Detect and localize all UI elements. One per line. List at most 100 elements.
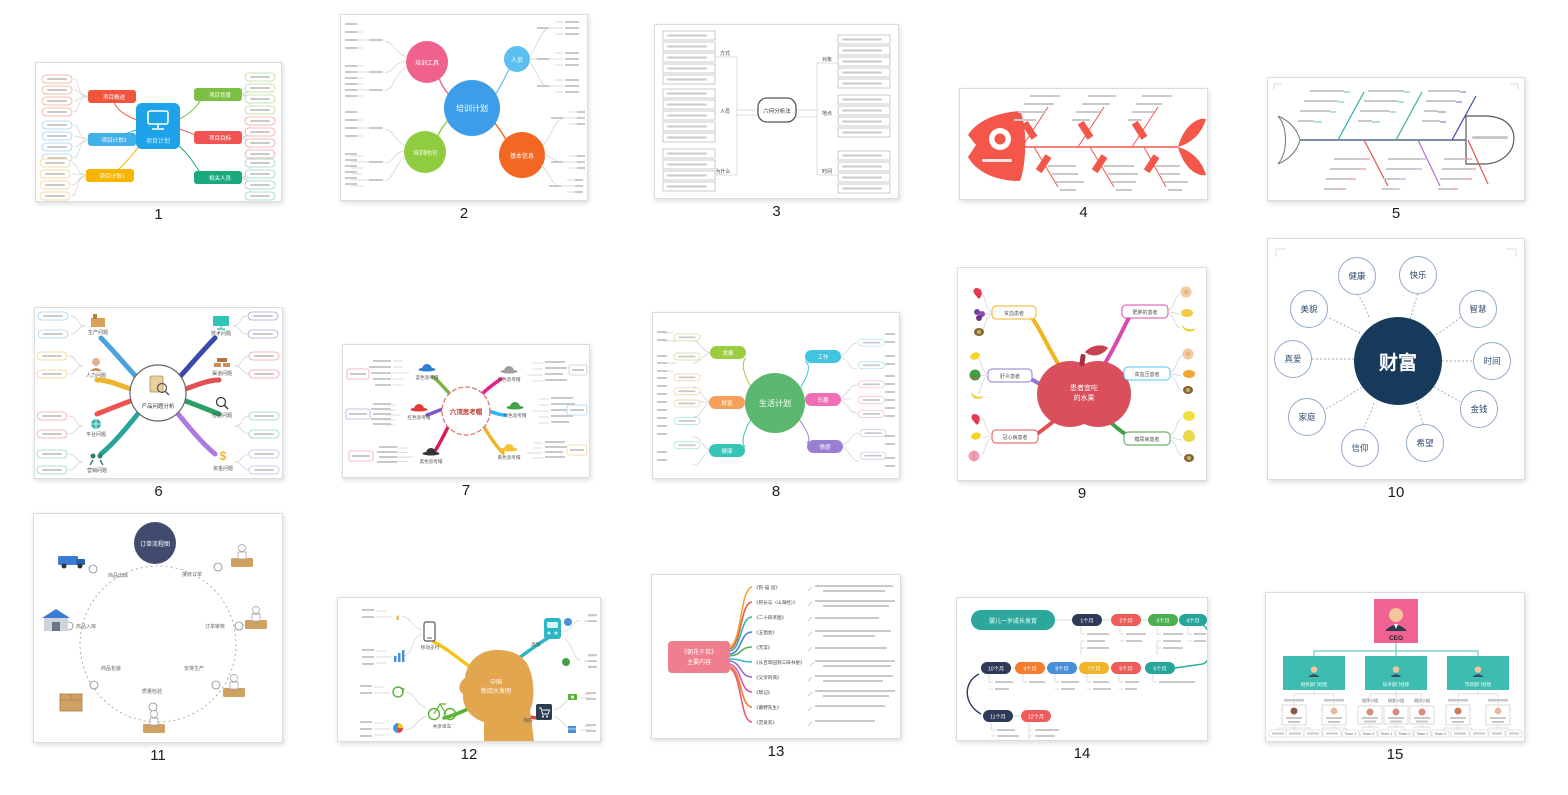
money-icon [568, 694, 577, 700]
svg-text:项目背景: 项目背景 [209, 91, 232, 99]
svg-text:Team 2: Team 2 [1399, 732, 1411, 736]
svg-text:1个月: 1个月 [1080, 618, 1093, 625]
svg-text:3个月: 3个月 [1156, 618, 1169, 625]
svg-text:基本信息: 基本信息 [510, 152, 534, 160]
template-thumbnail-10[interactable]: 财富 健康 快乐 美貌 智慧 真爱 时间 家庭 金钱 信仰 希望 10 [1267, 238, 1525, 501]
svg-text:Team 2: Team 2 [1435, 732, 1447, 736]
leaf-pills [39, 72, 276, 201]
svg-text:移动支付: 移动支付 [421, 644, 440, 651]
yuan-icon: ¥ [396, 616, 400, 622]
thumbnail-number: 11 [150, 747, 166, 764]
green-hat-icon [506, 402, 524, 410]
center-node [134, 522, 176, 564]
bar-chart-icon [394, 650, 405, 662]
svg-text:方式: 方式 [720, 50, 730, 57]
svg-text:六何分析法: 六何分析法 [763, 107, 791, 115]
fish-head-icon [1465, 115, 1515, 165]
svg-text:时间: 时间 [1483, 356, 1500, 366]
leaf-notes: ¥ [360, 609, 597, 737]
svg-text:培训计划: 培训计划 [456, 103, 488, 113]
mindmap-project-plan: 项目计划 项目概述 项目计划2 项目计划1 项目背景 项目目标 相关人员 [39, 72, 276, 201]
sub-pills [657, 331, 895, 467]
template-thumbnail-5[interactable]: 5 [1267, 77, 1525, 222]
svg-text:发展: 发展 [722, 349, 734, 357]
svg-text:真爱: 真爱 [1284, 354, 1301, 364]
svg-text:《狗·猫·鼠》: 《狗·猫·鼠》 [754, 584, 780, 591]
thumbnail-number: 6 [154, 483, 163, 500]
banana-icon [1182, 324, 1196, 332]
mindmap-5w1h: 六何分析法 方式 人员 为什么 对象 地点 时间 [662, 30, 891, 194]
template-thumbnail-12[interactable]: 中国 新四大发明 移动支付 高铁 共享单车 网购 ¥ [337, 597, 601, 763]
svg-text:相关人员: 相关人员 [209, 174, 232, 182]
svg-text:新四大发明: 新四大发明 [481, 687, 511, 695]
mindmap-life-plan: 生活计划 发展 财富 健康 工作 乐趣 情感 [657, 331, 895, 467]
svg-text:培训工具: 培训工具 [415, 59, 439, 67]
svg-text:《琐记》: 《琐记》 [754, 689, 772, 696]
template-thumbnail-6[interactable]: 产品问题分析 生产问题 人力问题 平台问题 营销问题 技术问题 渠道问题 检验问… [34, 307, 283, 500]
mango-icon [1181, 309, 1193, 317]
svg-text:冠心病患者: 冠心病患者 [1002, 434, 1027, 441]
lemon-icon [971, 432, 981, 440]
svg-text:家庭: 家庭 [1298, 412, 1316, 422]
svg-text:肥胖的患者: 肥胖的患者 [1132, 309, 1157, 316]
title-node [971, 610, 1055, 630]
magnifier-icon [215, 396, 229, 410]
center-node: 项目计划 [136, 103, 180, 149]
svg-text:12个月: 12个月 [1028, 714, 1044, 721]
thumbnail-number: 3 [772, 203, 781, 220]
svg-text:程序小组: 程序小组 [1362, 697, 1378, 703]
strawberry-icon [973, 288, 982, 299]
svg-text:红色思考帽: 红色思考帽 [408, 414, 431, 421]
apple-center-node: 患者宜吃 的水果 [1037, 345, 1131, 427]
svg-text:智慧: 智慧 [1469, 304, 1487, 314]
svg-text:CEO: CEO [1389, 635, 1403, 642]
template-thumbnail-14[interactable]: 婴儿一岁成长发育 1个月 2个月 3个月 4个月 5个月 6个月 7个月 8个月… [956, 597, 1208, 762]
staff-cards [1281, 704, 1511, 726]
template-thumbnail-8[interactable]: 生活计划 发展 财富 健康 工作 乐趣 情感 [652, 312, 900, 500]
thumbnail-number: 9 [1077, 485, 1087, 502]
fish-tail-icon [1178, 118, 1206, 176]
thumbnail-number: 2 [459, 205, 469, 222]
svg-text:健康: 健康 [721, 447, 733, 455]
mango-icon [1183, 370, 1195, 378]
svg-text:商品出库: 商品出库 [108, 572, 128, 579]
svg-text:共享单车: 共享单车 [433, 723, 452, 730]
mindmap-training-plan: 培训计划 培训工具 培训时间 人员 基本信息 [345, 21, 585, 193]
svg-text:白色思考帽: 白色思考帽 [498, 376, 521, 383]
svg-text:人力问题: 人力问题 [86, 372, 106, 379]
svg-text:患者宜吃: 患者宜吃 [1070, 383, 1098, 392]
svg-text:质量检验: 质量检验 [142, 688, 162, 695]
center-node [129, 364, 187, 422]
svg-text:时间: 时间 [822, 168, 832, 175]
svg-text:项目计划: 项目计划 [146, 137, 170, 145]
template-thumbnail-2[interactable]: 培训计划 培训工具 培训时间 人员 基本信息 [340, 14, 588, 222]
center-node [441, 386, 491, 436]
svg-text:人员: 人员 [511, 57, 523, 64]
template-thumbnail-11[interactable]: 订单流程图 商品出库 接收订单 订单审核 安排生产 质量检验 商品包装 商品入库… [33, 513, 283, 764]
svg-text:希望: 希望 [1416, 438, 1434, 448]
template-thumbnail-9[interactable]: 患者宜吃 的水果 贫血患者 肝炎患者 冠心病患者 肥胖的患者 高血压患者 糖尿病… [957, 267, 1207, 502]
phone-icon [423, 621, 436, 642]
svg-text:高血压患者: 高血压患者 [1134, 371, 1159, 378]
org-chart: CEO 财务部门经理 技术部门经理 市场部门经理 程序小组 研发小组 测试小组 [1268, 599, 1523, 738]
fishbone-red [968, 95, 1206, 191]
bricks-icon [214, 358, 230, 367]
timeline-baby-year: 婴儿一岁成长发育 1个月 2个月 3个月 4个月 5个月 6个月 7个月 8个月… [966, 610, 1207, 740]
template-thumbnail-4[interactable]: 4 [959, 88, 1208, 221]
red-hat-icon [410, 404, 428, 412]
template-thumbnail-7[interactable]: 六顶思考帽 蓝色思考帽 红色思考帽 黑色思考帽 白色思考帽 绿色思考帽 黄色思考… [342, 344, 590, 499]
svg-text:《无常》: 《无常》 [754, 644, 772, 651]
svg-text:《范爱农》: 《范爱农》 [754, 719, 777, 726]
cause-notes [1014, 95, 1188, 191]
mindmap-six-hats: 六顶思考帽 蓝色思考帽 红色思考帽 黑色思考帽 白色思考帽 绿色思考帽 黄色思考… [345, 360, 588, 465]
template-thumbnail-13[interactable]: 《朝花夕拾》 主要内容 《狗·猫·鼠》 《阿长与〈山海经〉》 《二十四孝图》 《… [651, 574, 901, 760]
template-thumbnail-1[interactable]: 项目计划 项目概述 项目计划2 项目计划1 项目背景 项目目标 相关人员 1 [35, 62, 282, 223]
svg-text:产品问题分析: 产品问题分析 [141, 402, 175, 410]
template-thumbnail-3[interactable]: 六何分析法 方式 人员 为什么 对象 地点 时间 3 [654, 24, 899, 220]
thumbnail-number: 13 [767, 743, 785, 760]
template-thumbnail-15[interactable]: CEO 财务部门经理 技术部门经理 市场部门经理 程序小组 研发小组 测试小组 [1265, 592, 1525, 763]
svg-text:6个月: 6个月 [1119, 666, 1132, 673]
svg-text:财富: 财富 [721, 399, 733, 407]
manager-node: 财务部门经理 [1283, 656, 1345, 690]
svg-text:市场部门经理: 市场部门经理 [1465, 681, 1492, 688]
